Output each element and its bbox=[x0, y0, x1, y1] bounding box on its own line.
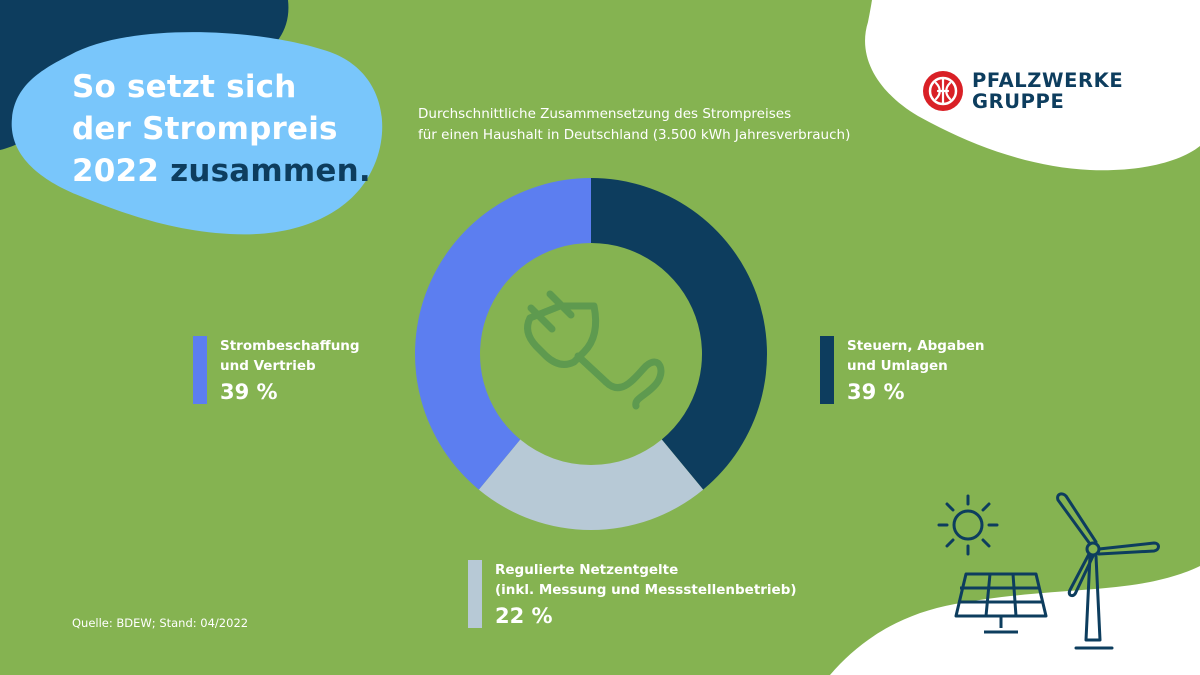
legend-value: 39 % bbox=[220, 380, 278, 404]
legend-value: 39 % bbox=[847, 380, 905, 404]
subtitle-line-1: Durchschnittliche Zusammensetzung des St… bbox=[418, 106, 792, 122]
legend-label-line-1: Steuern, Abgaben bbox=[847, 338, 985, 354]
headline-line-1: So setzt sich bbox=[72, 69, 297, 105]
headline-blob bbox=[11, 32, 383, 235]
donut-segments bbox=[415, 178, 768, 530]
headline: So setzt sich der Strompreis 2022 zusamm… bbox=[72, 66, 371, 192]
headline-accent: zusammen. bbox=[170, 153, 371, 189]
legend-label-line-1: Regulierte Netzentgelte bbox=[495, 562, 679, 578]
legend-label-line-2: und Umlagen bbox=[847, 358, 948, 374]
legend-color-bar bbox=[193, 336, 207, 404]
sun-icon bbox=[937, 494, 999, 556]
legend-value: 22 % bbox=[495, 604, 553, 628]
brand-logo: PFALZWERKE GRUPPE bbox=[922, 70, 1123, 112]
legend-color-bar bbox=[468, 560, 482, 628]
wind-turbine-icon bbox=[1056, 492, 1160, 650]
headline-year: 2022 bbox=[72, 153, 160, 189]
legend-label-line-2: und Vertrieb bbox=[220, 358, 316, 374]
solar-panel-icon bbox=[954, 572, 1048, 634]
legend-label-line-2: (inkl. Messung und Messstellenbetrieb) bbox=[495, 582, 797, 598]
legend-label-line-1: Strombeschaffung bbox=[220, 338, 360, 354]
subtitle-line-2: für einen Haushalt in Deutschland (3.500… bbox=[418, 127, 851, 143]
donut-slice-2 bbox=[478, 439, 704, 530]
brand-line-1: PFALZWERKE bbox=[972, 69, 1124, 92]
plug-icon bbox=[524, 290, 665, 410]
donut-slice-1 bbox=[591, 178, 768, 490]
brand-line-2: GRUPPE bbox=[972, 90, 1065, 113]
pfalzwerke-logo-icon bbox=[923, 71, 963, 111]
logo-corner-blob bbox=[865, 0, 1200, 171]
chart-subtitle: Durchschnittliche Zusammensetzung des St… bbox=[418, 104, 850, 146]
donut-slice-3 bbox=[415, 178, 591, 490]
source-note: Quelle: BDEW; Stand: 04/2022 bbox=[72, 616, 249, 630]
headline-line-2: der Strompreis bbox=[72, 111, 338, 147]
legend-color-bar bbox=[820, 336, 834, 404]
